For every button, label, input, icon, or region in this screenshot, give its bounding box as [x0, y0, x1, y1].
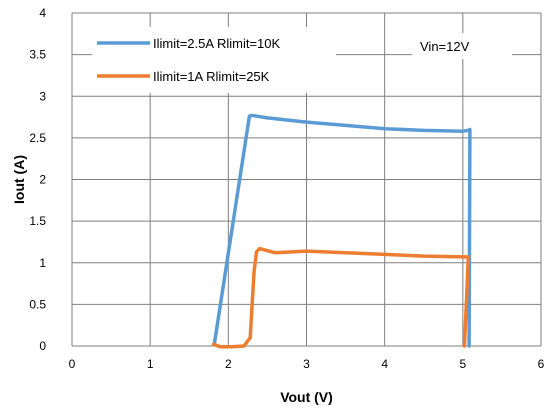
y-axis-title: Iout (A)	[11, 155, 27, 204]
x-tick-label: 5	[459, 357, 466, 371]
x-tick-label: 4	[381, 357, 388, 371]
axes: 0 1 2 3 4 5 6 0 0.5 1 1.5 2 2.5 3 3.5 4	[29, 6, 544, 371]
vin-annotation: Vin=12V	[420, 39, 470, 54]
legend: Ilimit=2.5A Rlimit=10K Ilimit=1A Rlimit=2…	[92, 27, 336, 93]
y-tick-label: 1	[39, 256, 46, 270]
x-tick-label: 3	[303, 357, 310, 371]
y-tick-label: 3	[39, 89, 46, 103]
legend-box	[92, 27, 336, 93]
x-axis-title: Vout (V)	[280, 389, 333, 405]
series-line-2	[211, 246, 471, 349]
y-tick-label: 0.5	[29, 297, 46, 311]
x-tick-label: 2	[225, 357, 232, 371]
x-tick-label: 0	[69, 357, 76, 371]
series-line-1	[212, 113, 472, 348]
legend-label-2: Ilimit=1A Rlimit=25K	[153, 69, 270, 84]
y-tick-label: 1.5	[29, 214, 46, 228]
y-tick-label: 4	[39, 6, 46, 20]
y-tick-label: 0	[39, 339, 46, 353]
y-tick-label: 2	[39, 173, 46, 187]
y-tick-label: 3.5	[29, 48, 46, 62]
legend-label-1: Ilimit=2.5A Rlimit=10K	[153, 36, 280, 51]
annotation-box	[412, 33, 512, 59]
x-tick-label: 1	[147, 357, 154, 371]
x-tick-label: 6	[538, 357, 545, 371]
y-tick-label: 2.5	[29, 131, 46, 145]
series-lines	[211, 113, 472, 349]
